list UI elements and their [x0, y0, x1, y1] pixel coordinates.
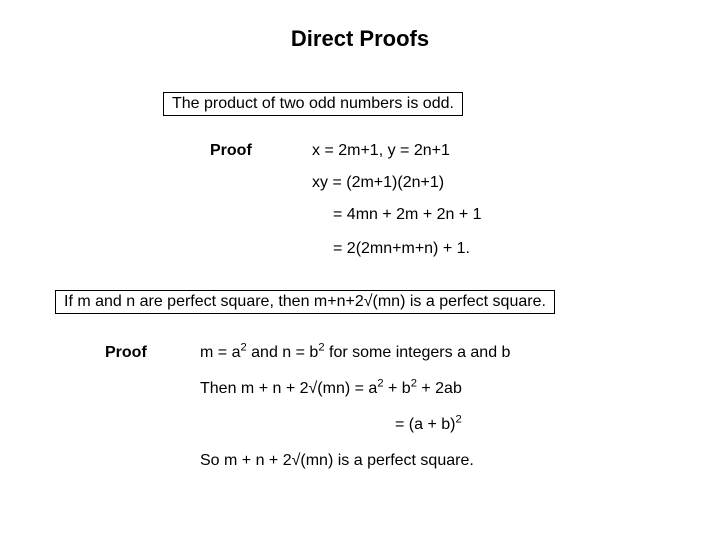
proof1-line3: = 4mn + 2m + 2n + 1: [333, 206, 482, 224]
proof2-line4: So m + n + 2√(mn) is a perfect square.: [200, 452, 474, 470]
theorem1-statement: The product of two odd numbers is odd.: [172, 95, 454, 112]
proof1-line2: xy = (2m+1)(2n+1): [312, 174, 444, 192]
proof2-label: Proof: [105, 344, 147, 362]
proof1-line4: = 2(2mn+m+n) + 1.: [333, 240, 470, 258]
proof2-line3-pre: = (a + b): [395, 416, 455, 433]
proof2-line1: m = a2 and n = b2 for some integers a an…: [200, 344, 510, 362]
slide-title: Direct Proofs: [0, 26, 720, 52]
proof2-line1-pre: m = a: [200, 344, 240, 361]
slide: Direct Proofs The product of two odd num…: [0, 0, 720, 540]
proof2-line2-post: + 2ab: [417, 380, 462, 397]
proof2-line1-post: for some integers a and b: [325, 344, 511, 361]
proof2-line2-pre: Then m + n + 2√(mn) = a: [200, 380, 377, 397]
theorem1-box: The product of two odd numbers is odd.: [163, 92, 463, 116]
proof1-line1: x = 2m+1, y = 2n+1: [312, 142, 450, 160]
theorem2-box: If m and n are perfect square, then m+n+…: [55, 290, 555, 314]
theorem2-statement: If m and n are perfect square, then m+n+…: [64, 293, 546, 310]
proof2-line1-mid: and n = b: [247, 344, 319, 361]
proof2-line2-mid: + b: [384, 380, 411, 397]
proof2-line2: Then m + n + 2√(mn) = a2 + b2 + 2ab: [200, 380, 462, 398]
proof2-line3: = (a + b)2: [395, 416, 462, 434]
proof1-label: Proof: [210, 142, 252, 160]
sup-2e: 2: [455, 414, 461, 426]
